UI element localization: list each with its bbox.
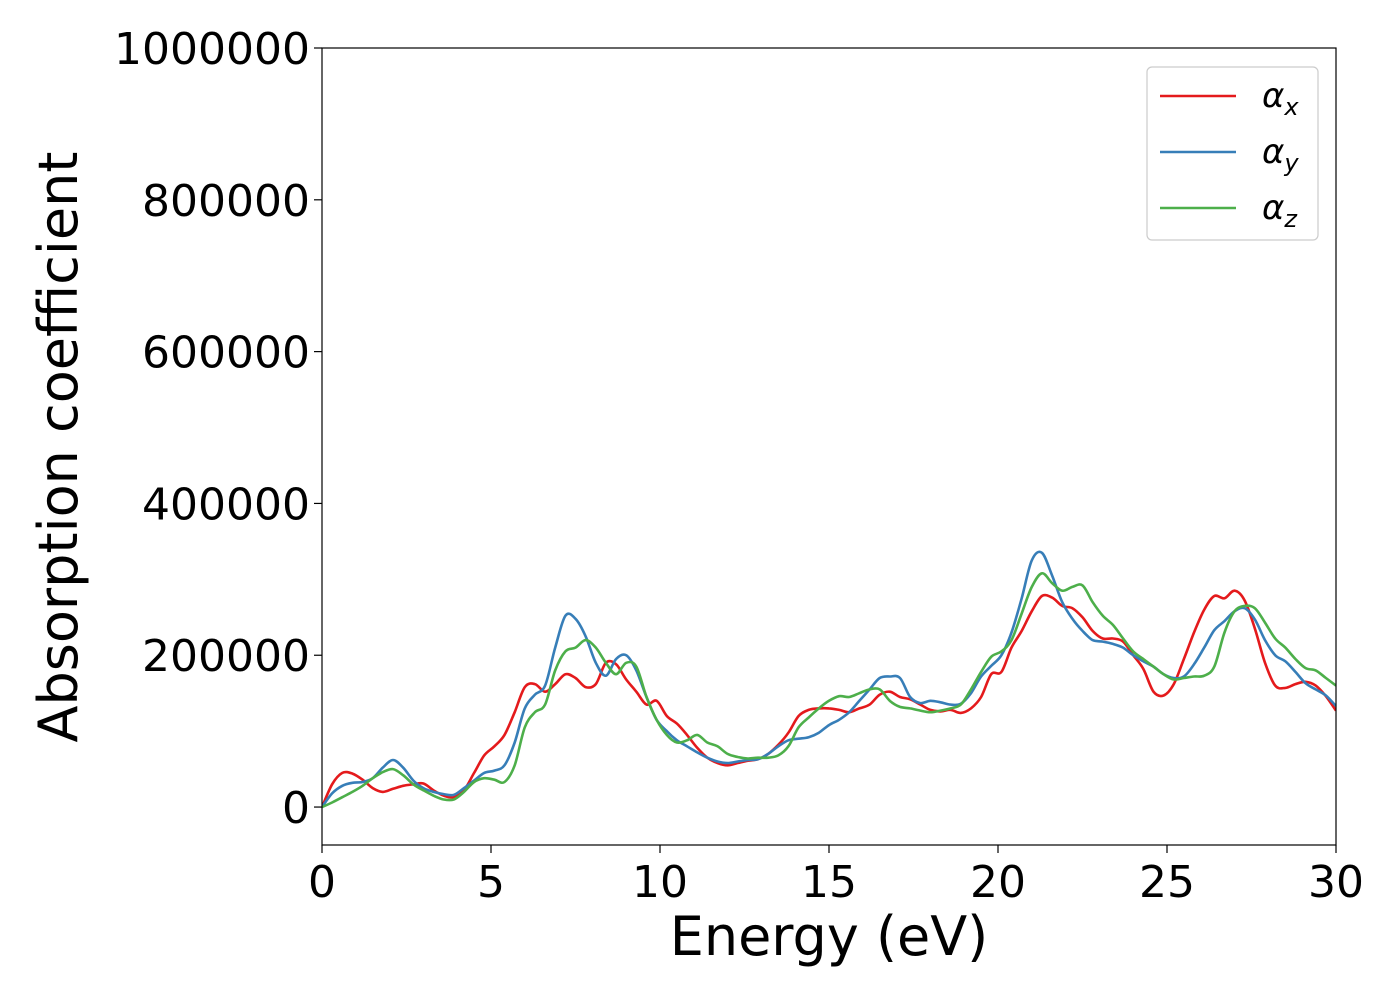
x-tick-label: 5 bbox=[477, 857, 505, 908]
x-tick-label: 15 bbox=[801, 857, 857, 908]
y-axis-label: Absorption coefficient bbox=[27, 152, 90, 743]
y-tick-label: 400000 bbox=[142, 479, 310, 530]
series-line-x bbox=[322, 589, 1336, 808]
legend-label-y: αy bbox=[1262, 132, 1299, 177]
series-line-z bbox=[322, 572, 1336, 809]
series-line-y bbox=[322, 550, 1336, 808]
legend-box bbox=[1146, 66, 1319, 241]
legend: αx αy αz bbox=[1146, 66, 1319, 241]
x-tick-label: 20 bbox=[970, 857, 1026, 908]
legend-label-x: αx bbox=[1262, 76, 1299, 121]
legend-label-z: αz bbox=[1262, 188, 1298, 233]
x-tick-label: 0 bbox=[308, 857, 336, 908]
y-tick-label: 0 bbox=[282, 783, 310, 834]
x-tick-label: 30 bbox=[1308, 857, 1364, 908]
x-axis-label: Energy (eV) bbox=[670, 905, 989, 968]
y-tick-label: 200000 bbox=[142, 631, 310, 682]
y-tick-label: 1000000 bbox=[114, 24, 310, 75]
y-tick-label: 600000 bbox=[142, 328, 310, 379]
x-axis: 0 5 10 15 20 25 30 bbox=[308, 845, 1364, 908]
x-tick-label: 25 bbox=[1139, 857, 1195, 908]
y-tick-label: 800000 bbox=[142, 176, 310, 227]
x-tick-label: 10 bbox=[632, 857, 688, 908]
y-axis: 0 200000 400000 600000 800000 1000000 bbox=[114, 24, 322, 834]
plot-lines bbox=[322, 550, 1336, 809]
